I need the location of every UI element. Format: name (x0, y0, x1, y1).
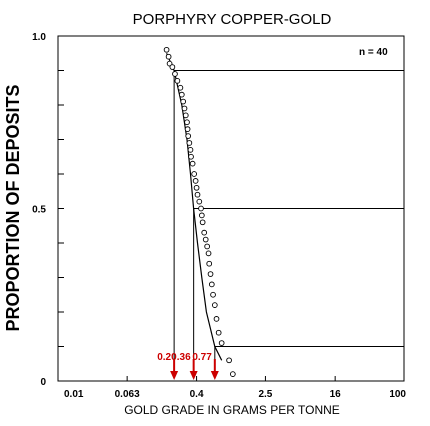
data-point (202, 236, 209, 243)
x-tick-label: 2.5 (258, 389, 272, 400)
data-point (187, 147, 194, 153)
data-point (213, 316, 220, 322)
percentile-arrow-head (210, 371, 219, 380)
data-point (192, 178, 199, 184)
data-point (193, 184, 200, 191)
sample-size-label: n = 40 (359, 47, 388, 58)
data-point (205, 250, 212, 257)
data-point (188, 153, 194, 160)
percentile-arrow-head (170, 371, 179, 380)
data-point (218, 340, 225, 346)
percentile-value-label: 0.2 (157, 352, 171, 363)
data-point (210, 291, 216, 298)
y-tick-label: 0 (40, 377, 46, 388)
x-tick-label: 16 (330, 389, 342, 400)
data-point (181, 105, 188, 112)
percentile-value-label: 0.77 (192, 352, 212, 363)
data-point (185, 133, 192, 139)
y-minor-ticks (58, 70, 64, 347)
data-point (196, 198, 203, 205)
data-point (184, 126, 191, 132)
data-point (194, 191, 201, 198)
y-axis-label: PROPORTION OF DEPOSITS (3, 84, 23, 331)
data-point (182, 112, 189, 119)
x-tick-label: 0.4 (190, 389, 204, 400)
data-point (191, 171, 198, 177)
data-point (174, 77, 181, 84)
y-axis-tick-labels: 0 0.5 1.0 (32, 32, 46, 388)
data-point (198, 212, 205, 219)
data-point (226, 357, 232, 364)
data-point (184, 119, 190, 126)
y-tick-label: 0.5 (32, 205, 46, 216)
data-point (204, 243, 210, 250)
data-point (169, 64, 176, 70)
fit-curve (166, 53, 223, 361)
data-point (189, 160, 196, 167)
percentile-value-label: 0.36 (171, 352, 191, 363)
data-point (201, 229, 208, 236)
x-axis-ticks: 0.01 0.063 0.4 2.5 16 100 (57, 376, 406, 400)
percentile-labels: 0.2 0.36 0.77 (157, 352, 219, 380)
data-point (186, 140, 193, 146)
x-tick-label: 0.01 (64, 389, 84, 400)
y-tick-label: 1.0 (32, 32, 46, 43)
data-point (206, 260, 213, 267)
x-tick-label: 0.063 (115, 389, 140, 400)
data-point (163, 46, 170, 53)
data-point (177, 84, 184, 91)
data-point (208, 281, 215, 288)
x-tick-label: 100 (389, 389, 406, 400)
x-axis-label: GOLD GRADE IN GRAMS PER TONNE (124, 403, 340, 417)
data-point (215, 329, 222, 336)
data-point (172, 71, 178, 77)
data-point (207, 271, 214, 277)
fit-curve-line (166, 53, 223, 361)
data-point (178, 91, 185, 98)
data-point (199, 219, 206, 226)
chart-title: PORPHYRY COPPER-GOLD (133, 11, 332, 28)
percentile-guides (173, 70, 404, 371)
data-point (229, 371, 236, 377)
data-point (180, 98, 187, 105)
data-point (198, 205, 204, 212)
data-point (165, 53, 172, 60)
data-point (211, 302, 218, 308)
percentile-arrow-head (189, 371, 198, 380)
data-points (163, 46, 236, 377)
